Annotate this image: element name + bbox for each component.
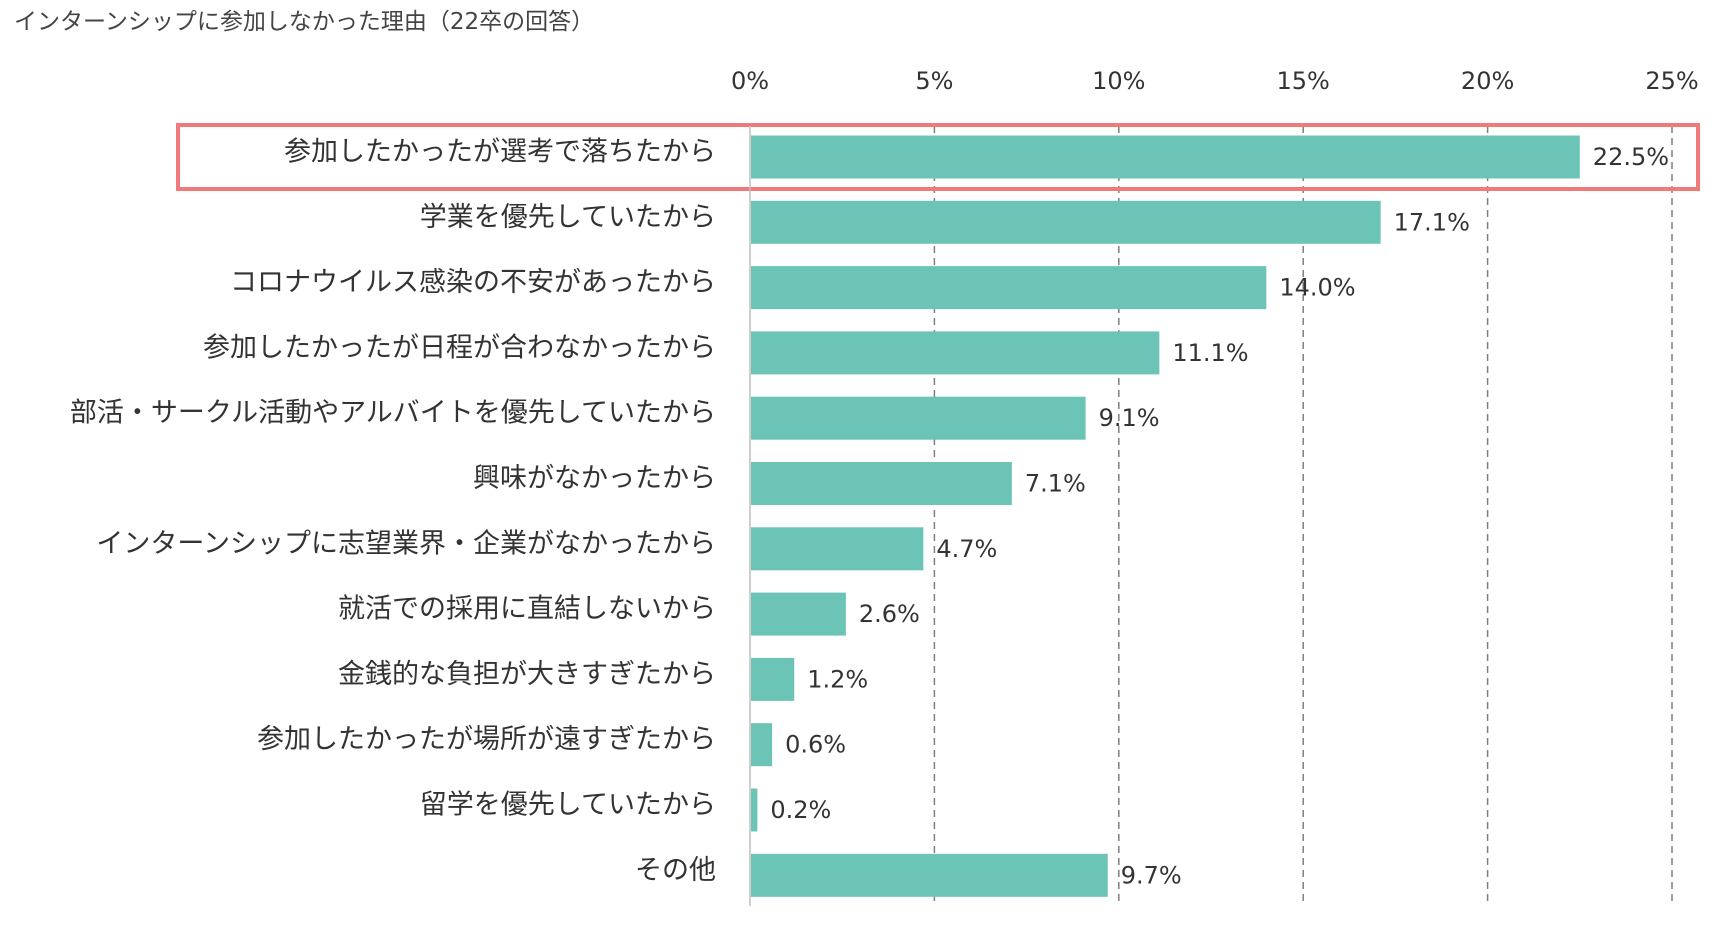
data-label: 0.6%: [785, 731, 846, 759]
x-tick-label: 0%: [731, 67, 769, 95]
data-label: 2.6%: [859, 600, 920, 628]
data-label: 4.7%: [936, 535, 997, 563]
category-label: その他: [635, 855, 716, 886]
category-label: 参加したかったが場所が遠すぎたから: [257, 724, 716, 755]
x-tick-label: 5%: [915, 67, 953, 95]
x-tick-label: 10%: [1092, 67, 1145, 95]
category-label: 留学を優先していたから: [420, 790, 716, 821]
category-label: コロナウイルス感染の不安があったから: [230, 267, 716, 298]
bar: [751, 396, 1086, 440]
value-labels: 22.5% 17.1% 14.0% 11.1% 9.1% 7.1% 4.7% 2.6% 1.2%…: [770, 143, 1669, 889]
data-label: 17.1%: [1394, 208, 1470, 236]
chart-title: インターンシップに参加しなかった理由（22卒の回答）: [14, 9, 595, 35]
category-label: 学業を優先していたから: [420, 202, 716, 233]
data-label: 7.1%: [1025, 470, 1086, 498]
bar: [751, 200, 1381, 244]
bar: [751, 788, 758, 832]
category-label: 興味がなかったから: [473, 463, 716, 494]
bars: [751, 135, 1580, 897]
x-tick-label: 20%: [1461, 67, 1514, 95]
category-labels: 参加したかったが選考で落ちたから学業を優先していたからコロナウイルス感染の不安が…: [70, 137, 716, 886]
category-label: 金銭的な負担が大きすぎたから: [338, 659, 716, 690]
data-label: 22.5%: [1593, 143, 1669, 171]
highlight-box: [176, 123, 1700, 191]
bar: [751, 527, 924, 571]
bar: [751, 592, 846, 636]
data-label: 11.1%: [1172, 339, 1248, 367]
bar: [751, 657, 795, 701]
category-label: 部活・サークル活動やアルバイトを優先していたから: [70, 398, 716, 429]
data-label: 14.0%: [1279, 274, 1355, 302]
x-tick-label: 25%: [1645, 67, 1698, 95]
data-label: 1.2%: [807, 665, 868, 693]
bar: [751, 266, 1267, 310]
bar: [751, 723, 773, 767]
bar: [751, 853, 1108, 897]
x-tick-label: 15%: [1277, 67, 1330, 95]
bar: [751, 331, 1160, 375]
data-label: 0.2%: [770, 796, 831, 824]
x-axis-ticks: 0% 5% 10% 15% 20% 25%: [731, 67, 1699, 95]
gridlines: [933, 126, 1673, 906]
category-label: 参加したかったが日程が合わなかったから: [203, 332, 716, 363]
category-label: インターンシップに志望業界・企業がなかったから: [96, 528, 716, 559]
category-label: 参加したかったが選考で落ちたから: [284, 137, 716, 168]
data-label: 9.1%: [1099, 404, 1160, 432]
bar: [751, 135, 1580, 179]
data-label: 9.7%: [1121, 861, 1182, 889]
bar: [751, 462, 1012, 505]
category-label: 就活での採用に直結しないから: [338, 594, 716, 625]
highlight-layer: [176, 123, 1700, 191]
